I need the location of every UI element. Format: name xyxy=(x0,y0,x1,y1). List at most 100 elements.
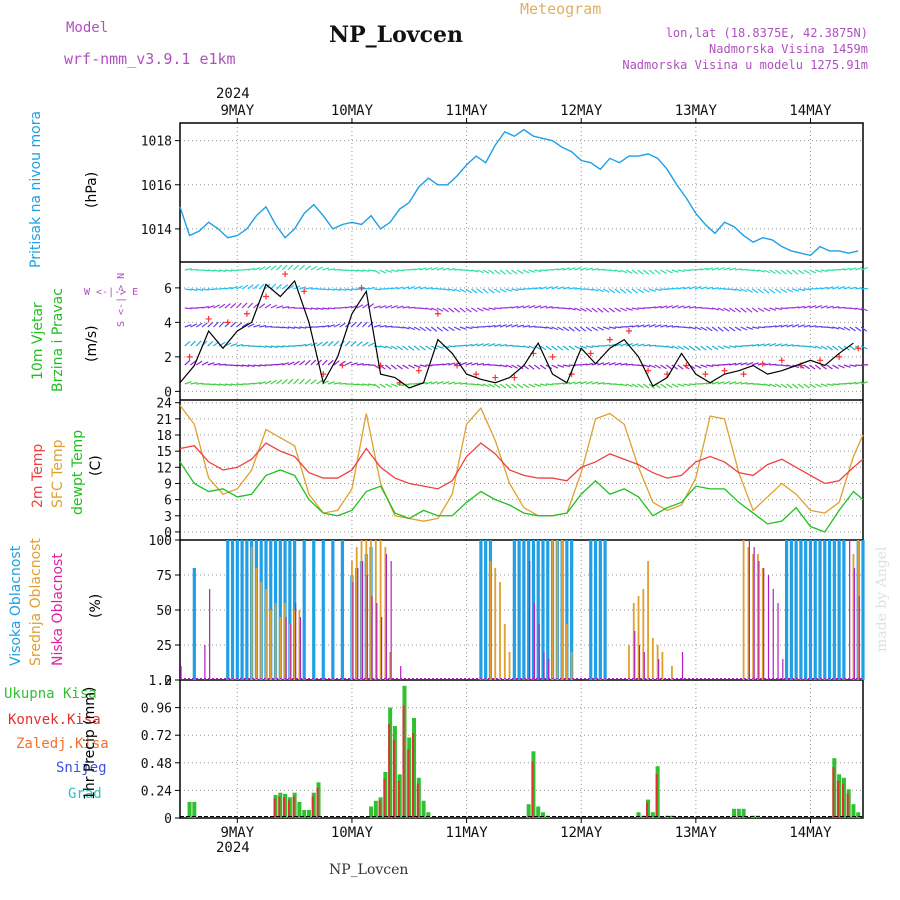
wind-barb xyxy=(253,324,261,328)
wind-barb xyxy=(631,288,638,294)
wind-barb xyxy=(190,340,196,347)
ytick-label-pressure-0: 1014 xyxy=(141,223,172,238)
ytick-label-cloud-2: 50 xyxy=(156,604,172,619)
cloud-bar-mid xyxy=(556,540,559,680)
wind-barb xyxy=(482,325,490,328)
wind-barb xyxy=(539,286,547,290)
wind-barb xyxy=(528,305,536,309)
gust-marker xyxy=(415,367,422,374)
wind-barb xyxy=(654,269,661,275)
wind-barb xyxy=(648,364,656,369)
wind-barb xyxy=(774,383,782,388)
wind-barb xyxy=(505,383,512,389)
wind-barb xyxy=(711,287,720,290)
wind-barb xyxy=(471,307,478,313)
wind-barb xyxy=(499,344,507,347)
wind-barb xyxy=(752,326,760,330)
wind-barb xyxy=(322,324,330,328)
sfc-temp-line xyxy=(179,404,864,522)
wind-barb xyxy=(488,269,495,275)
cloud-bar-low xyxy=(357,568,359,680)
cloud-bar-high xyxy=(226,540,230,680)
cloud-bar-high xyxy=(235,540,239,680)
wind-barb xyxy=(390,286,399,290)
bottom-station-label: NP_Lovcen xyxy=(329,862,409,878)
wind-barb xyxy=(626,325,634,328)
cloud-bar-high xyxy=(240,540,244,680)
wind-barb xyxy=(780,324,788,328)
wind-barb xyxy=(448,288,456,292)
wind-barb xyxy=(511,269,518,275)
wind-barb xyxy=(797,305,805,309)
wind-barb xyxy=(333,323,341,328)
cloud-bar-mid xyxy=(747,547,750,680)
wind-barb xyxy=(642,383,650,389)
precip-conv-bar xyxy=(311,796,314,818)
precip-bar xyxy=(741,808,746,818)
wind-barb xyxy=(769,383,777,388)
cloud-bar-low xyxy=(858,596,860,680)
wind-barb xyxy=(671,345,679,350)
wind-barb xyxy=(740,288,748,293)
wind-barb xyxy=(402,326,410,330)
wind-barb xyxy=(396,326,404,329)
cloud-bar-high xyxy=(531,540,536,680)
wind-barb xyxy=(356,383,364,386)
wind-barb xyxy=(281,264,288,271)
cloud-bar-high xyxy=(321,540,325,680)
wind-barb xyxy=(476,343,484,347)
cloud-bar-high xyxy=(598,540,602,680)
wind-barb xyxy=(459,307,466,313)
wind-barb xyxy=(786,344,794,347)
altitude-text: Nadmorska Visina 1459m xyxy=(709,42,868,56)
wind-barb xyxy=(247,284,254,290)
wind-barb xyxy=(855,287,863,290)
wind-barb xyxy=(608,362,616,366)
model-altitude-text: Nadmorska Visina u modelu 1275.91m xyxy=(622,58,868,72)
wind-barb xyxy=(568,267,576,271)
precip-conv-bar xyxy=(655,774,658,818)
wind-barb xyxy=(843,286,851,290)
wind-barb xyxy=(431,267,439,271)
wind-barb xyxy=(820,305,828,309)
wind-barb xyxy=(723,381,731,385)
wind-barb xyxy=(602,362,610,366)
wind-barb xyxy=(683,305,691,309)
gust-marker xyxy=(454,362,461,369)
cloud-bar-low xyxy=(772,589,774,680)
wind-barb xyxy=(184,340,191,347)
wind-barb xyxy=(585,326,593,332)
wind-barb xyxy=(568,381,576,385)
wind-barb xyxy=(390,269,399,273)
wind-barb xyxy=(545,306,553,309)
bottom-day-label-5: 14MAY xyxy=(789,825,832,841)
wind-barb xyxy=(849,364,857,368)
wind-barb xyxy=(264,265,272,271)
wind-barb xyxy=(585,288,593,291)
wind-barb xyxy=(797,269,805,275)
cloud-bar-low xyxy=(400,666,402,680)
wind-barb xyxy=(780,269,787,275)
wind-barb xyxy=(488,307,496,311)
ytick-label-wind-2: 4 xyxy=(164,316,172,331)
wind-barb xyxy=(195,340,202,347)
wind-barb xyxy=(774,307,783,311)
wind-barb xyxy=(557,286,565,290)
wind-barb xyxy=(430,345,438,350)
wind-barb xyxy=(517,345,525,348)
wind-barb xyxy=(631,307,639,311)
wind-barb xyxy=(683,286,691,290)
wind-barb xyxy=(258,283,265,290)
cloud-bar-mid xyxy=(374,540,377,680)
wind-barb xyxy=(620,363,628,366)
wind-barb xyxy=(419,307,427,310)
cloud-bar-mid xyxy=(671,666,673,680)
wind-barb xyxy=(482,269,490,274)
cloud-bar-mid xyxy=(551,540,554,680)
wind-barb xyxy=(746,326,754,330)
wind-barb xyxy=(574,267,582,271)
wind-barb xyxy=(723,345,731,349)
cloud-bar-mid xyxy=(494,568,497,680)
wind-barb xyxy=(236,364,244,367)
wind-barb xyxy=(792,288,800,292)
